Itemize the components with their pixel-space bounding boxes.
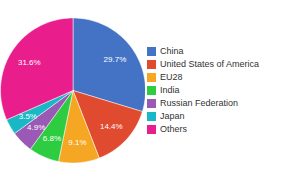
svg-text:31.6%: 31.6% [18, 58, 41, 67]
svg-text:4.9%: 4.9% [27, 123, 45, 132]
html-text:China: China [160, 46, 184, 56]
svg-text:14.4%: 14.4% [100, 122, 123, 131]
html-text:India: India [160, 85, 180, 95]
svg-text:6.8%: 6.8% [43, 134, 61, 143]
svg-text:3.5%: 3.5% [19, 112, 37, 121]
html-text:Japan: Japan [160, 111, 185, 121]
html-text:United States of America: United States of America [160, 59, 260, 69]
svg-text:29.7%: 29.7% [104, 55, 127, 64]
html-text:Russian Federation: Russian Federation [160, 98, 238, 108]
svg-text:9.1%: 9.1% [68, 138, 86, 147]
html-text:Others: Others [160, 124, 187, 134]
html-text:EU28: EU28 [160, 72, 183, 82]
